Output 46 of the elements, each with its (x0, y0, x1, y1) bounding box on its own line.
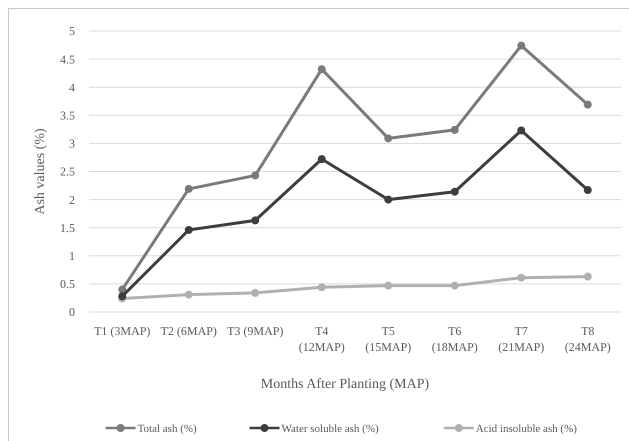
x-tick-label: T4 (12MAP) (298, 324, 345, 354)
point (318, 65, 326, 74)
y-tick-label: 3 (69, 136, 75, 151)
x-tick-label: T3 (9MAP) (227, 324, 284, 338)
point (118, 292, 126, 300)
point (384, 134, 392, 142)
point (450, 126, 459, 134)
point (584, 100, 592, 109)
point (450, 188, 459, 196)
y-tick-label: 1 (69, 249, 75, 263)
y-tick-label: 3.5 (60, 108, 75, 122)
legend-label: Water soluble ash (%) (282, 423, 379, 435)
x-tick-label: T5 (15MAP) (365, 324, 412, 354)
x-tick-label: T7 (21MAP) (498, 324, 544, 354)
x-tick-label: T1 (3MAP) (94, 324, 150, 338)
y-tick-label: 0 (69, 305, 75, 320)
y-tick-label: 5 (69, 24, 75, 38)
x-tick-label: T2 (6MAP) (160, 324, 217, 338)
point (184, 290, 193, 299)
y-tick-label: 4 (69, 80, 75, 94)
point (318, 283, 326, 292)
point (584, 186, 592, 194)
x-axis-title: Months After Planting (MAP) (260, 377, 430, 392)
y-tick-label: 4.5 (60, 52, 75, 66)
point (251, 288, 260, 297)
point (517, 126, 526, 134)
x-tick-label: T6 (18MAP) (432, 324, 478, 354)
point (184, 226, 193, 234)
y-tick-label: 2 (69, 192, 75, 207)
y-tick-label: 1.5 (60, 220, 75, 235)
y-axis-title: Ash values (%) (33, 128, 48, 215)
point (384, 282, 392, 290)
x-tick-label: T8 (24MAP) (564, 324, 611, 354)
point (384, 196, 392, 204)
legend-label: Acid insoluble ash (%) (476, 423, 578, 435)
point (251, 216, 260, 224)
point (251, 171, 260, 180)
legend-label: Total ash (%) (138, 423, 198, 435)
point (318, 155, 326, 164)
point (517, 274, 526, 282)
point (517, 42, 526, 50)
point (584, 272, 592, 281)
point (184, 184, 193, 193)
y-tick-label: 0.5 (60, 277, 75, 292)
y-tick-label: 2.5 (60, 164, 75, 179)
point (450, 282, 459, 290)
